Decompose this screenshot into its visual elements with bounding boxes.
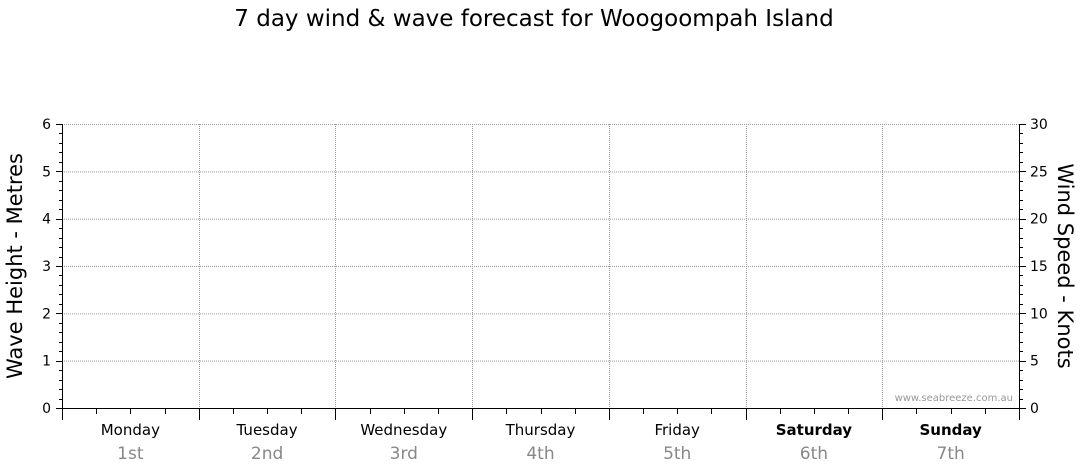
day-name-label: Thursday	[505, 421, 576, 439]
y-left-tick-label: 0	[42, 401, 51, 417]
y-right-tick-label: 10	[1030, 306, 1048, 322]
y-right-tick-label: 15	[1030, 259, 1048, 275]
y-left-tick-label: 4	[42, 212, 51, 228]
y-right-tick-label: 30	[1030, 117, 1048, 133]
y-right-tick-label: 25	[1030, 164, 1048, 180]
day-date-label: 3rd	[390, 444, 418, 464]
day-name-label: Monday	[101, 421, 160, 439]
y-right-tick-label: 20	[1030, 212, 1048, 228]
y-left-tick-label: 6	[42, 117, 51, 133]
y-left-tick-label: 1	[42, 354, 51, 370]
day-name-label: Tuesday	[236, 421, 298, 439]
day-date-label: 6th	[800, 444, 828, 464]
watermark-text: www.seabreeze.com.au	[895, 393, 1013, 404]
day-date-label: 7th	[937, 444, 965, 464]
day-name-label: Friday	[654, 421, 700, 439]
chart-title: 7 day wind & wave forecast for Woogoompa…	[234, 6, 834, 32]
axes	[56, 124, 1026, 420]
y-axis-right-label: Wind Speed - Knots	[1053, 163, 1077, 368]
day-name-label: Saturday	[776, 421, 853, 439]
y-axis-left-label: Wave Height - Metres	[3, 153, 27, 379]
grid-lines	[62, 124, 1019, 408]
day-name-label: Sunday	[919, 421, 982, 439]
y-left-tick-label: 2	[42, 306, 51, 322]
axis-labels: 0 1 2 3 4 5 6 0 5 10 15 20 25 30 Monday 1st Tuesday 2nd We…	[42, 117, 1048, 464]
day-name-label: Wednesday	[360, 421, 447, 439]
y-right-tick-label: 5	[1030, 354, 1039, 370]
day-date-label: 4th	[526, 444, 554, 464]
y-right-tick-label: 0	[1030, 401, 1039, 417]
y-left-tick-label: 5	[42, 164, 51, 180]
y-left-tick-label: 3	[42, 259, 51, 275]
day-date-label: 5th	[663, 444, 691, 464]
day-date-label: 1st	[117, 444, 144, 464]
day-date-label: 2nd	[251, 444, 283, 464]
